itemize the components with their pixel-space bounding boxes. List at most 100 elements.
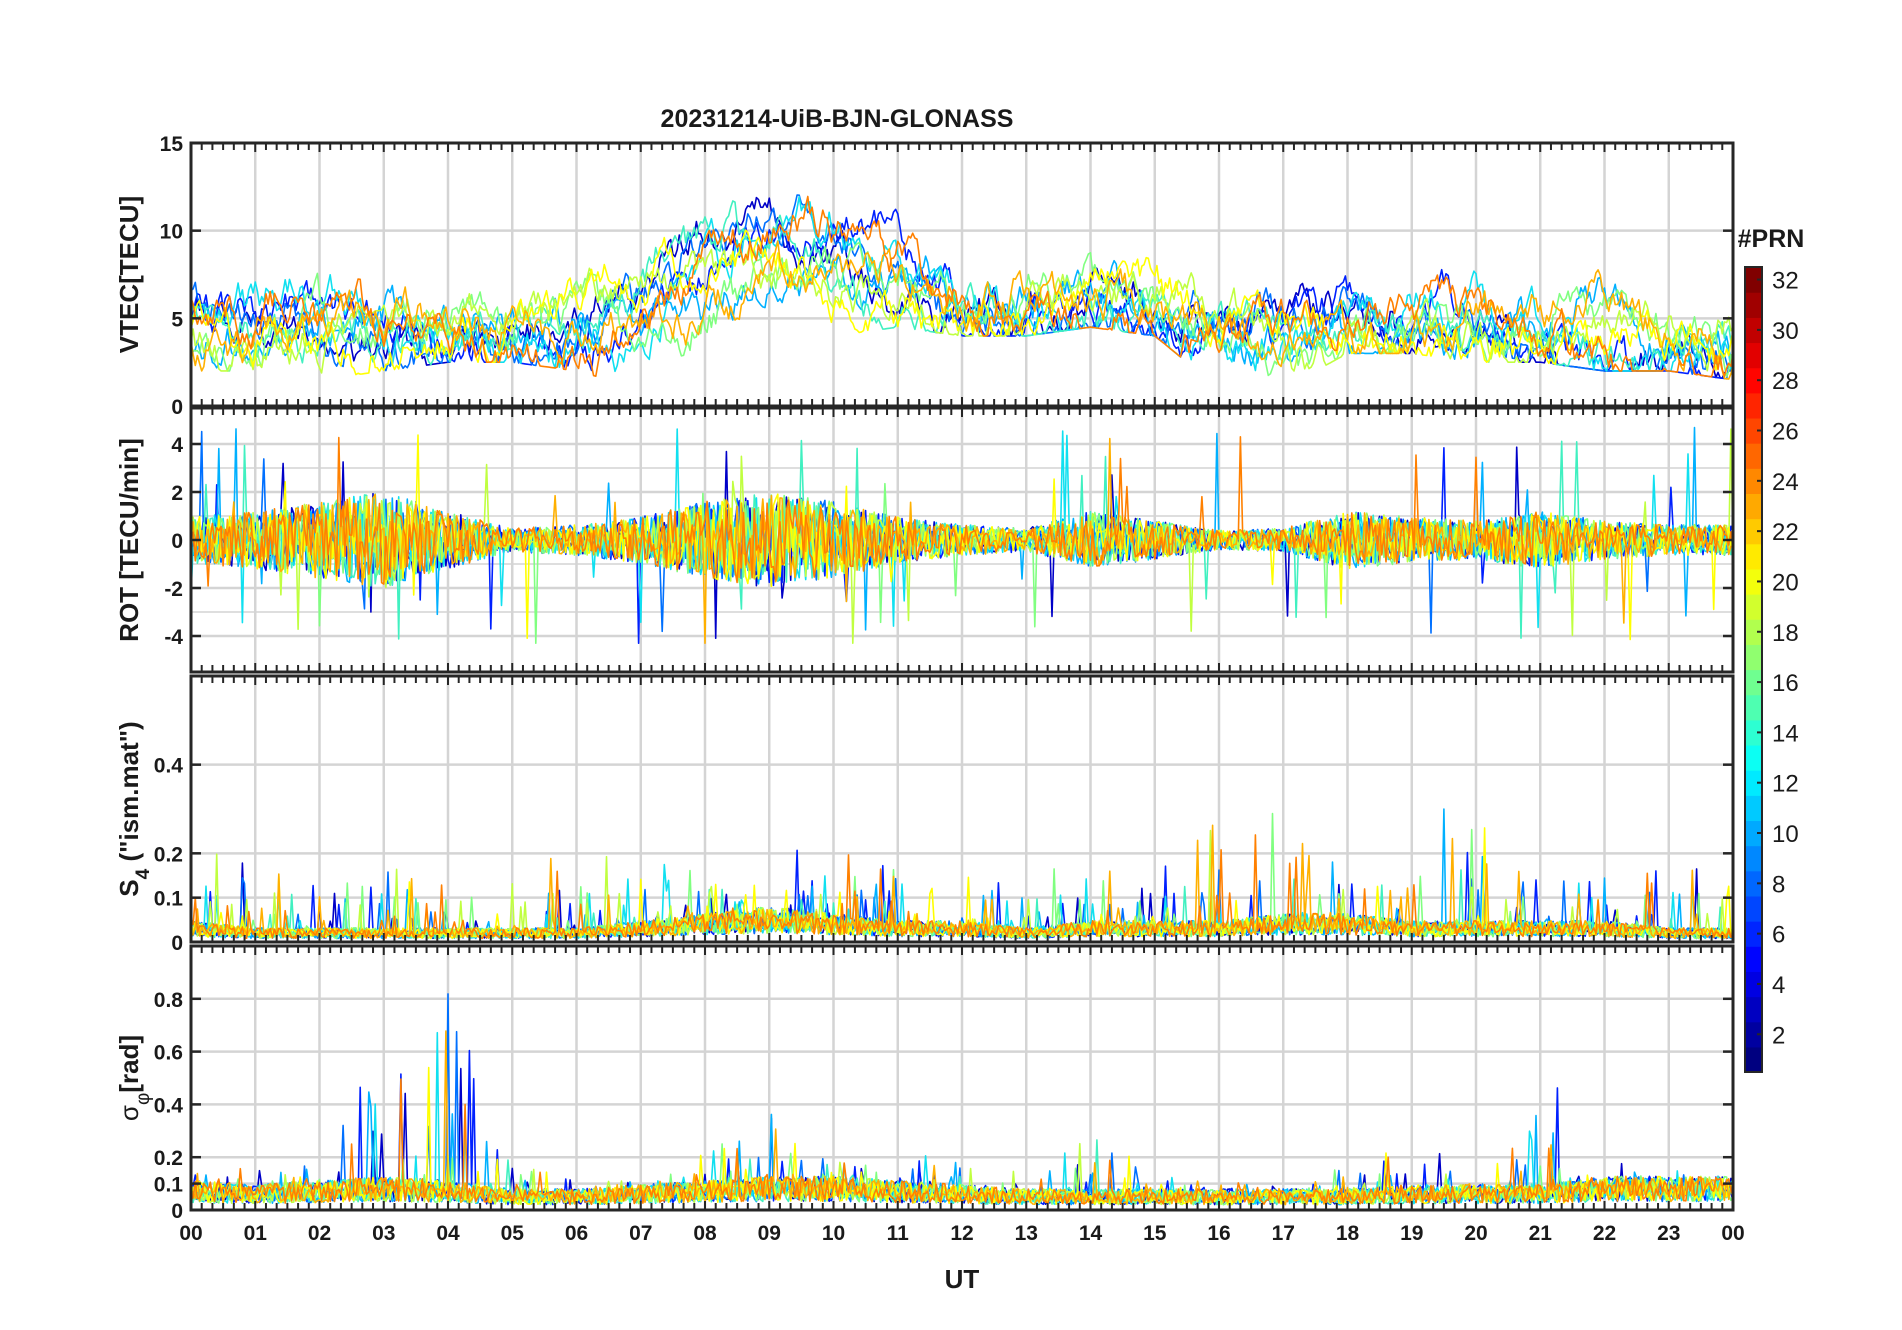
colorbar-segment (1745, 518, 1762, 545)
y-tick-label: 0.8 (154, 989, 184, 1012)
colorbar-tick-label: 30 (1772, 318, 1799, 345)
y-axis: 0 5 10 15 (160, 133, 1733, 419)
x-tick-label: 21 (1529, 1222, 1553, 1245)
colorbar-tick-label: 16 (1772, 670, 1799, 697)
x-ticks (190, 946, 1734, 1210)
colorbar-segment (1745, 292, 1762, 318)
colorbar-segment (1745, 568, 1762, 595)
x-ticks (190, 143, 1734, 406)
y-tick-label: 0.1 (154, 1174, 184, 1197)
y-tick-label: 5 (171, 308, 183, 331)
y-tick-label: 0.2 (154, 1147, 183, 1170)
y-tick-label: 4 (171, 434, 183, 457)
x-tick-label: 22 (1593, 1222, 1616, 1245)
x-tick-label: 13 (1015, 1222, 1038, 1245)
colorbar-segment (1745, 367, 1762, 394)
colorbar-segment (1745, 996, 1762, 1023)
colorbar-segment (1745, 493, 1762, 520)
x-axis-label: UT (945, 1264, 980, 1294)
x-tick-label: 00 (179, 1222, 202, 1245)
grid (191, 676, 1733, 942)
colorbar-segment (1745, 644, 1762, 671)
x-tick-label: 09 (758, 1222, 781, 1245)
x-tick-label: 05 (501, 1222, 525, 1245)
colorbar-segment (1745, 744, 1762, 771)
y-tick-label: 0.4 (154, 755, 184, 778)
colorbar-tick-label: 2 (1772, 1022, 1785, 1049)
x-tick-label: 12 (950, 1222, 973, 1245)
colorbar-segment (1745, 719, 1762, 746)
panel-2: -4 -2 0 2 4 ROT [TECU/min] (114, 406, 1735, 674)
y-axis-label: σφ[rad] (114, 1035, 154, 1121)
x-tick-label: 20 (1464, 1222, 1487, 1245)
colorbar-segment (1745, 971, 1762, 998)
y-tick-label: 0.6 (154, 1042, 183, 1065)
colorbar-segment (1745, 443, 1762, 469)
colorbar-tick-label: 8 (1772, 871, 1785, 898)
y-tick-label: 0.1 (154, 888, 184, 911)
colorbar-segment (1745, 921, 1762, 947)
colorbar-tick-label: 4 (1772, 972, 1785, 999)
colorbar-segment (1745, 946, 1762, 972)
x-tick-label: 00 (1721, 1222, 1744, 1245)
colorbar-segment (1745, 795, 1762, 822)
colorbar-segment (1745, 594, 1762, 620)
y-tick-label: 0 (171, 1200, 183, 1223)
x-tick-label: 08 (693, 1222, 717, 1245)
x-tick-label: 07 (629, 1222, 652, 1245)
chart-title: 20231214-UiB-BJN-GLONASS (661, 105, 1014, 133)
colorbar-segment (1745, 895, 1762, 922)
y-tick-label: 0.4 (154, 1094, 184, 1117)
x-tick-label: 03 (372, 1222, 395, 1245)
x-ticks (190, 676, 1734, 942)
panel-3: 0 0.1 0.2 0.4S4 ("ism.mat") (114, 674, 1735, 955)
colorbar-segment (1745, 870, 1762, 897)
colorbar-segment (1745, 669, 1762, 696)
colorbar-tick-label: 6 (1772, 922, 1785, 949)
y-axis: 0 0.1 0.2 0.4 0.6 0.8 (154, 989, 1733, 1223)
y-axis: -4 -2 0 2 4 (164, 434, 1733, 649)
colorbar-segment (1745, 770, 1762, 796)
y-axis: 0 0.1 0.2 0.4 (154, 755, 1733, 955)
colorbar-tick-label: 24 (1772, 469, 1799, 496)
y-axis-label: VTEC[TECU] (114, 196, 144, 353)
y-tick-label: -2 (164, 578, 183, 601)
x-tick-label: 10 (822, 1222, 845, 1245)
colorbar-tick-label: 32 (1772, 268, 1799, 295)
y-tick-label: 0 (171, 530, 183, 553)
colorbar-tick-label: 28 (1772, 368, 1799, 395)
y-tick-label: -4 (164, 626, 183, 649)
colorbar-segment (1745, 820, 1762, 847)
colorbar-segment (1745, 543, 1762, 570)
colorbar-segment (1745, 694, 1762, 721)
y-axis-label: S4 ("ism.mat") (114, 721, 154, 896)
panels: 0 5 10 15 VTEC[TECU] -4 -2 0 2 4 ROT [TECU/min] 0 0.… (114, 133, 1735, 1223)
x-tick-label: 11 (887, 1222, 910, 1245)
panel-1: 0 5 10 15 VTEC[TECU] (114, 133, 1735, 419)
colorbar-tick-label: 18 (1772, 620, 1799, 647)
y-tick-label: 0 (171, 396, 183, 419)
x-tick-label: 15 (1143, 1222, 1167, 1245)
x-tick-label: 04 (436, 1222, 460, 1245)
series-line-prn-22 (191, 437, 1733, 644)
colorbar-segment (1745, 392, 1762, 419)
colorbar-segment (1745, 317, 1762, 344)
colorbar-tick-label: 14 (1772, 720, 1799, 747)
y-tick-label: 15 (160, 133, 184, 156)
data-series (191, 426, 1733, 644)
colorbar-segment (1745, 342, 1762, 369)
y-tick-label: 10 (160, 221, 183, 244)
colorbar-segment (1745, 845, 1762, 872)
series-line-prn-24 (191, 195, 1733, 378)
data-series (191, 194, 1733, 380)
x-axis: 00 01 02 03 04 05 06 07 08 09 10 11 12 13 14 15 16 17 18 19… (179, 1222, 1744, 1245)
y-tick-label: 0.2 (154, 843, 183, 866)
colorbar-tick-label: 12 (1772, 771, 1799, 798)
colorbar-segment (1745, 619, 1762, 645)
colorbar-frame (1744, 266, 1763, 1073)
colorbar-segment (1745, 1046, 1762, 1073)
y-tick-label: 0 (171, 932, 183, 955)
series-line-prn-24 (191, 436, 1733, 587)
